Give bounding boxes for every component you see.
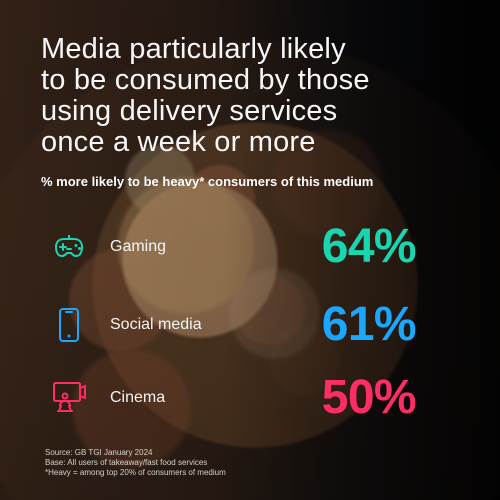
metric-value-gaming: 64%	[321, 220, 417, 273]
metric-value-social-media: 61%	[321, 298, 417, 351]
headline-line-3: using delivery services	[41, 95, 338, 127]
base-line: Base: All users of takeaway/fast food se…	[45, 458, 208, 467]
metric-social-media: Social media 61%	[46, 298, 417, 351]
metric-value-cinema: 50%	[321, 371, 417, 424]
headline: Media particularly likely to be consumed…	[41, 34, 411, 158]
subheadline: % more likely to be heavy* consumers of …	[41, 174, 374, 189]
headline-line-4: once a week or more	[41, 126, 316, 158]
heavy-definition-line: *Heavy = among top 20% of consumers of m…	[45, 468, 226, 477]
cinema-viewer-icon	[46, 380, 92, 416]
metric-gaming: Gaming 64%	[46, 220, 417, 273]
game-controller-icon	[46, 229, 92, 265]
source-line: Source: GB TGI January 2024	[45, 448, 153, 457]
metric-label-cinema: Cinema	[110, 389, 166, 406]
source-notes: Source: GB TGI January 2024 Base: All us…	[45, 448, 275, 478]
metric-cinema-left: Cinema	[46, 380, 165, 416]
metric-cinema: Cinema 50%	[46, 371, 417, 424]
metric-social-left: Social media	[46, 307, 202, 343]
headline-line-1: Media particularly likely	[41, 33, 346, 65]
metric-label-social-media: Social media	[110, 316, 202, 333]
metric-gaming-left: Gaming	[46, 229, 166, 265]
headline-line-2: to be consumed by those	[41, 64, 370, 96]
smartphone-icon	[46, 307, 92, 343]
metric-label-gaming: Gaming	[110, 238, 167, 255]
